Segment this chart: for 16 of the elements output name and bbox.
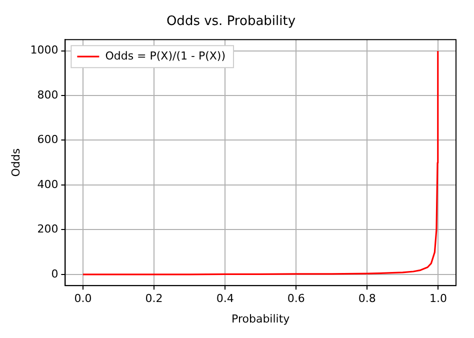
y-tick-label: 1000 [30, 44, 58, 57]
y-tick-label: 600 [37, 133, 58, 146]
legend-label: Odds = P(X)/(1 - P(X)) [105, 49, 226, 62]
y-tick-label: 800 [37, 88, 58, 102]
y-tick-label: 200 [37, 222, 58, 236]
x-axis-title: Probability [232, 312, 290, 326]
y-tick-label: 0 [51, 267, 58, 280]
x-tick-label: 0.4 [216, 292, 234, 306]
x-tick-label: 1.0 [429, 292, 447, 306]
y-axis-title: Odds [9, 148, 22, 177]
x-tick-label: 0.0 [74, 292, 92, 306]
x-tick-label: 0.8 [358, 292, 376, 306]
x-tick-label: 0.2 [145, 292, 163, 306]
y-tick-label: 400 [37, 178, 58, 191]
x-tick-label: 0.6 [287, 292, 305, 306]
chart-title: Odds vs. Probability [166, 14, 296, 30]
